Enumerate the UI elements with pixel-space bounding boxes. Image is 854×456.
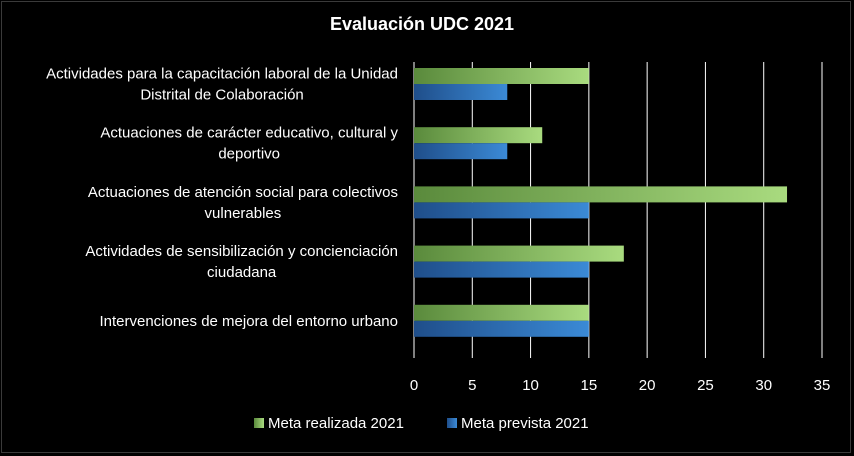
x-tick-label: 10 [522, 377, 539, 394]
x-tick-label: 35 [814, 377, 831, 394]
category-label: Actividades para la capacitación laboral… [46, 66, 398, 104]
category-label: Intervenciones de mejora del entorno urb… [99, 313, 398, 330]
legend-label: Meta realizada 2021 [268, 415, 404, 432]
bar-meta-prevista [414, 320, 589, 337]
category-label: Actuaciones de atención social para cole… [88, 184, 398, 222]
category-label: Actividades de sensibilización y concien… [85, 243, 398, 281]
legend-label: Meta prevista 2021 [461, 415, 589, 432]
chart-title: Evaluación UDC 2021 [330, 14, 514, 34]
legend-swatch [254, 418, 264, 428]
legend-swatch [447, 418, 457, 428]
bar-meta-prevista [414, 143, 508, 160]
x-tick-label: 5 [468, 377, 476, 394]
bar-meta-prevista [414, 261, 589, 278]
category-label: Actuaciones de carácter educativo, cultu… [100, 125, 398, 163]
x-tick-label: 0 [410, 377, 418, 394]
x-tick-label: 30 [755, 377, 772, 394]
bar-meta-realizada [414, 127, 543, 144]
bar-meta-realizada [414, 68, 589, 84]
x-tick-label: 20 [639, 377, 656, 394]
bar-meta-prevista [414, 202, 589, 219]
bar-meta-realizada [414, 304, 589, 321]
bar-meta-prevista [414, 84, 508, 100]
x-tick-label: 25 [697, 377, 714, 394]
x-tick-label: 15 [581, 377, 598, 394]
bar-meta-realizada [414, 186, 788, 203]
bar-meta-realizada [414, 245, 624, 262]
